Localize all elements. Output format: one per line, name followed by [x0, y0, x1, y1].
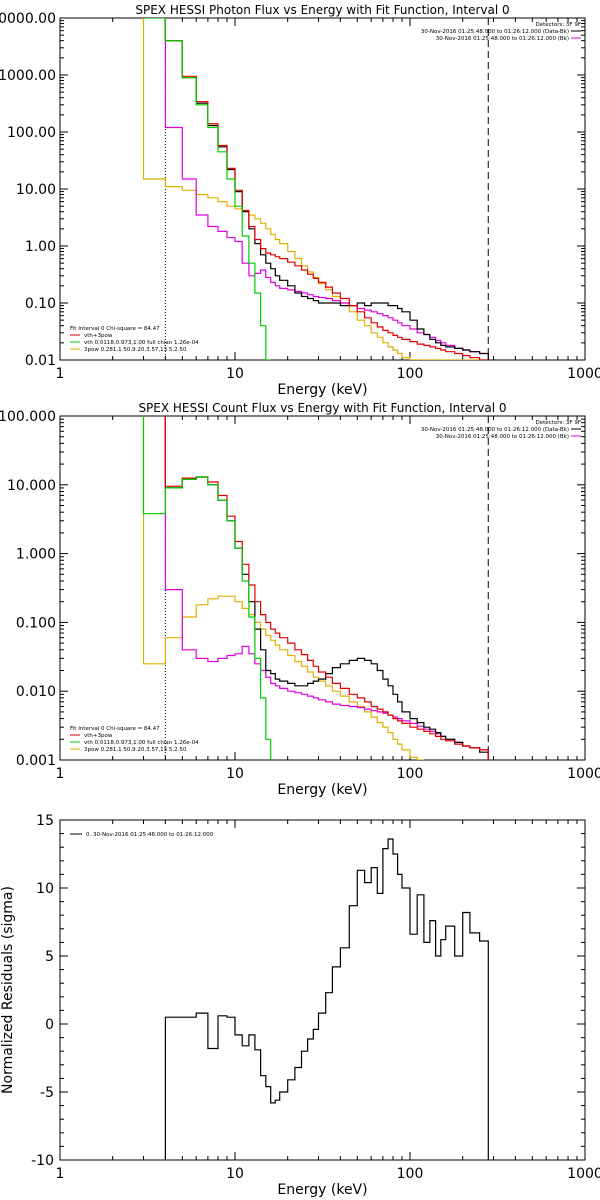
series-line-0: [164, 416, 489, 760]
legend-entry: vth 0.0118,0.973,1.00 full chian 1.26e-0…: [84, 340, 199, 346]
y-tick-label: 0.01: [25, 353, 56, 369]
series-line-3: [142, 416, 424, 760]
legend-fit-info: Fit Interval 0 Chi-square = 84.47: [70, 726, 160, 732]
plot-frame: [59, 17, 586, 361]
y-tick-label: 100.000: [0, 409, 56, 425]
y-tick-label: 10.00: [16, 182, 56, 198]
legend-entry: 30-Nov-2016 01:25:48.000 to 01:26:12.000…: [421, 29, 569, 35]
y-tick-label: 15: [36, 813, 54, 829]
series-line-1: [164, 416, 489, 760]
plot-frame: [59, 415, 586, 761]
x-tick-label: 100: [397, 766, 424, 782]
x-tick-label: 1000: [567, 366, 600, 382]
x-tick-label: 1000: [567, 766, 600, 782]
legend-entry: 0. 30-Nov-2016 01:25:48.000 to 01:26:12.…: [86, 832, 214, 838]
series-line-4: [164, 416, 489, 760]
plot-area: [142, 18, 489, 360]
y-tick-label: 5: [45, 949, 54, 965]
x-tick-label: 10: [226, 1166, 244, 1182]
y-tick-label: -5: [40, 1085, 54, 1101]
x-tick-label: 1: [56, 366, 65, 382]
legend-entry: 30-Nov-2016 01:25:48.000 to 01:26:12.000…: [436, 434, 569, 440]
legend-entry: 3pow 0.281,1.50,9.20,3.57,13.5,2.50: [84, 747, 187, 753]
y-tick-label: 10: [36, 881, 54, 897]
series-line-4: [164, 18, 489, 360]
x-axis-label: Energy (keV): [277, 1182, 367, 1198]
y-tick-label: 1.00: [25, 239, 56, 255]
x-tick-label: 10: [226, 766, 244, 782]
y-tick-label: 0.10: [25, 296, 56, 312]
y-tick-label: -10: [31, 1153, 54, 1169]
x-tick-label: 100: [397, 366, 424, 382]
x-axis-label: Energy (keV): [277, 382, 367, 398]
chart-title: SPEX HESSI Photon Flux vs Energy with Fi…: [135, 3, 509, 17]
x-tick-label: 1: [56, 1166, 65, 1182]
plot-frame: [59, 819, 586, 1161]
x-tick-label: 10: [226, 366, 244, 382]
plot-area: [164, 838, 489, 1160]
y-axis-label: Normalized Residuals (sigma): [0, 886, 16, 1094]
y-tick-label: 10.000: [7, 478, 56, 494]
plot-area: [142, 416, 489, 760]
legend-entry: vth+3pow: [84, 333, 113, 339]
series-line-3: [142, 18, 489, 360]
legend-entry: vth 0.0118,0.973,1.00 full chian 1.26e-0…: [84, 740, 199, 746]
y-tick-label: 0.001: [16, 753, 56, 769]
legend-entry: 3pow 0.281,1.50,9.20,3.57,13.5,2.50: [84, 347, 187, 353]
photon-flux-panel: SPEX HESSI Photon Flux vs Energy with Fi…: [0, 3, 600, 398]
y-tick-label: 10000.00: [0, 11, 56, 27]
series-line-2: [143, 18, 271, 360]
y-tick-label: 100.00: [7, 125, 56, 141]
series-line-1: [164, 18, 489, 360]
x-tick-label: 100: [397, 1166, 424, 1182]
y-tick-label: 0: [45, 1017, 54, 1033]
y-tick-label: 0.100: [16, 615, 56, 631]
chart-title: SPEX HESSI Count Flux vs Energy with Fit…: [138, 401, 506, 415]
series-line-0: [164, 18, 489, 360]
y-tick-label: 1000.00: [0, 68, 56, 84]
legend-entry: 30-Nov-2016 01:25:48.000 to 01:26:12.000…: [436, 36, 569, 42]
x-tick-label: 1: [56, 766, 65, 782]
x-tick-label: 1000: [567, 1166, 600, 1182]
legend-entry: vth+3pow: [84, 733, 113, 739]
legend-detectors: Detectors: 3F 9F: [535, 420, 581, 426]
series-line-0: [164, 838, 489, 1160]
count-flux-panel: SPEX HESSI Count Flux vs Energy with Fit…: [0, 401, 600, 798]
y-tick-label: 0.010: [16, 684, 56, 700]
legend-detectors: Detectors: 3F 9F: [535, 22, 581, 28]
legend-fit-info: Fit Interval 0 Chi-square = 84.47: [70, 326, 160, 332]
x-axis-label: Energy (keV): [277, 782, 367, 798]
residuals-panel: 1 10 100 1000 Energy (keV) -10 -5 0 5 10 15 Normali…: [0, 813, 600, 1198]
legend-entry: 30-Nov-2016 01:25:48.000 to 01:26:12.000…: [421, 427, 569, 433]
y-tick-label: 1.000: [16, 547, 56, 563]
series-line-2: [142, 416, 272, 760]
